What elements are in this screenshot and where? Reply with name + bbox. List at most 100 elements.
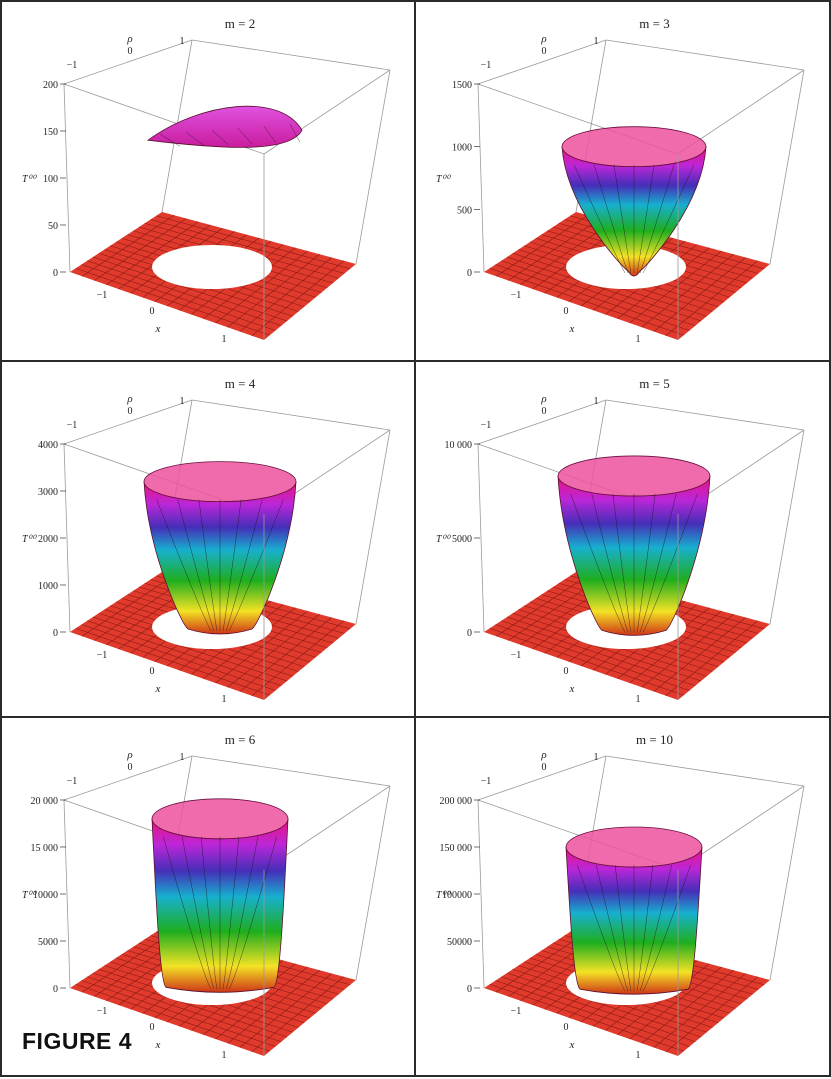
cube-edge bbox=[355, 429, 391, 625]
surface-meshline bbox=[570, 493, 626, 633]
cube-edge bbox=[477, 755, 607, 801]
chart-panel: m = 10 0 50000 100000 150 000 200 000 T⁰⁰ −1 0 1 x… bbox=[414, 716, 831, 1077]
z-tick-label: 15 000 bbox=[31, 843, 59, 854]
floor-gridline bbox=[653, 257, 746, 332]
x-tick-label: 1 bbox=[222, 334, 227, 345]
surface-meshline bbox=[225, 499, 263, 632]
x-tick-label: −1 bbox=[97, 650, 108, 661]
cube-edge bbox=[605, 755, 805, 787]
floor-gridline bbox=[251, 976, 345, 1052]
surface-meshline bbox=[159, 133, 181, 147]
x-tick-label: 0 bbox=[564, 666, 569, 677]
chart-panel: m = 5 0 5000 10 000 T⁰⁰ −1 0 1 x −1 0 1 ρ bbox=[414, 360, 831, 718]
surface-meshline bbox=[614, 864, 632, 992]
floor-gridline bbox=[251, 620, 345, 696]
y-tick-label: 0 bbox=[542, 406, 547, 417]
surface-meshline bbox=[613, 164, 632, 274]
cube-edge bbox=[477, 443, 485, 633]
surface bbox=[143, 461, 297, 635]
x-axis-label: x bbox=[155, 1039, 161, 1051]
surface-meshline bbox=[228, 836, 277, 990]
floor-hole bbox=[152, 245, 272, 289]
floor-gridline bbox=[251, 260, 345, 336]
y-tick-label: 0 bbox=[128, 46, 133, 57]
z-axis-label: T⁰⁰ bbox=[436, 174, 452, 185]
surface bbox=[565, 826, 703, 995]
surface-meshline bbox=[225, 836, 259, 990]
cube-front-edges bbox=[477, 443, 679, 700]
y-tick-label: 1 bbox=[594, 752, 599, 763]
y-tick-label: 1 bbox=[180, 36, 185, 47]
x-tick-label: −1 bbox=[511, 650, 522, 661]
surface-meshline bbox=[639, 864, 673, 992]
y-tick-label: −1 bbox=[67, 776, 78, 787]
surface-meshline bbox=[639, 164, 675, 274]
cube-edge bbox=[191, 755, 391, 787]
z-tick-label: 100 bbox=[43, 174, 58, 185]
figure-label: FIGURE 4 bbox=[22, 1028, 133, 1054]
surface bbox=[561, 126, 707, 277]
chart-title: m = 10 bbox=[636, 732, 673, 747]
x-axis-label: x bbox=[155, 323, 161, 335]
z-axis-label: T⁰⁰ bbox=[436, 534, 452, 545]
y-tick-label: 1 bbox=[594, 36, 599, 47]
z-tick-label: 50 bbox=[48, 221, 58, 232]
surface-plot: m = 6 0 5000 10000 15 000 20 000 T⁰⁰ −1 0 1 x −1 0 1 ρ bbox=[22, 732, 391, 1061]
z-tick-label: 150 bbox=[43, 127, 58, 138]
surface-meshline bbox=[211, 130, 229, 145]
surface-meshline bbox=[639, 493, 677, 633]
z-tick-label: 10 000 bbox=[445, 440, 473, 451]
x-axis-label: x bbox=[569, 683, 575, 695]
x-tick-label: 1 bbox=[636, 334, 641, 345]
cube-front-edges bbox=[63, 799, 265, 1056]
cube-edge bbox=[605, 399, 805, 431]
floor-gridline bbox=[156, 215, 351, 270]
chart-panel: m = 3 0 500 1000 1500 T⁰⁰ −1 0 1 x −1 0 1 ρ bbox=[414, 0, 831, 362]
cube-edge bbox=[63, 39, 193, 85]
cube-edge bbox=[769, 69, 805, 265]
x-tick-label: 0 bbox=[150, 306, 155, 317]
surface-body bbox=[146, 105, 303, 148]
z-tick-label: 0 bbox=[467, 628, 472, 639]
floor-gridline bbox=[227, 254, 320, 328]
y-tick-label: −1 bbox=[481, 60, 492, 71]
surface-rim bbox=[557, 455, 711, 497]
surface bbox=[557, 455, 711, 636]
surface-meshline bbox=[156, 499, 212, 632]
floor-gridline bbox=[150, 219, 345, 274]
z-tick-label: 500 bbox=[457, 205, 472, 216]
surface-meshline bbox=[289, 124, 301, 143]
z-axis-label: T⁰⁰ bbox=[22, 890, 38, 901]
surface-meshline bbox=[636, 164, 655, 274]
floor-gridline bbox=[227, 970, 320, 1044]
z-tick-label: 0 bbox=[53, 268, 58, 279]
floor-gridline bbox=[227, 614, 320, 688]
z-tick-label: 3000 bbox=[38, 487, 58, 498]
cube-front-edges bbox=[63, 443, 265, 700]
chart-title: m = 2 bbox=[225, 16, 255, 31]
surface-meshline bbox=[200, 836, 218, 990]
surface-rim bbox=[565, 826, 703, 868]
cube-edge bbox=[63, 443, 71, 633]
z-tick-label: 200 bbox=[43, 80, 58, 91]
y-tick-label: 0 bbox=[542, 46, 547, 57]
z-tick-label: 100000 bbox=[442, 890, 472, 901]
x-tick-label: 0 bbox=[564, 1022, 569, 1033]
surface-meshline bbox=[185, 131, 205, 146]
z-tick-label: 1000 bbox=[452, 143, 472, 154]
y-axis-label: ρ bbox=[126, 749, 132, 761]
z-axis-label: T⁰⁰ bbox=[22, 174, 38, 185]
surface-meshline bbox=[198, 499, 218, 631]
y-tick-label: 0 bbox=[128, 762, 133, 773]
floor-gridline bbox=[215, 610, 308, 684]
chart-title: m = 3 bbox=[639, 16, 669, 31]
surface-plot: m = 3 0 500 1000 1500 T⁰⁰ −1 0 1 x −1 0 1 ρ bbox=[436, 16, 805, 345]
x-tick-label: −1 bbox=[511, 290, 522, 301]
floor-gridline bbox=[665, 620, 759, 696]
z-axis-label: T⁰⁰ bbox=[22, 534, 38, 545]
y-tick-label: −1 bbox=[481, 420, 492, 431]
surface-plot: m = 4 0 1000 2000 3000 4000 T⁰⁰ −1 0 1 x −1 0 1 ρ bbox=[22, 376, 391, 705]
z-tick-label: 20 000 bbox=[31, 796, 59, 807]
x-tick-label: 1 bbox=[636, 1050, 641, 1061]
y-tick-label: −1 bbox=[67, 60, 78, 71]
